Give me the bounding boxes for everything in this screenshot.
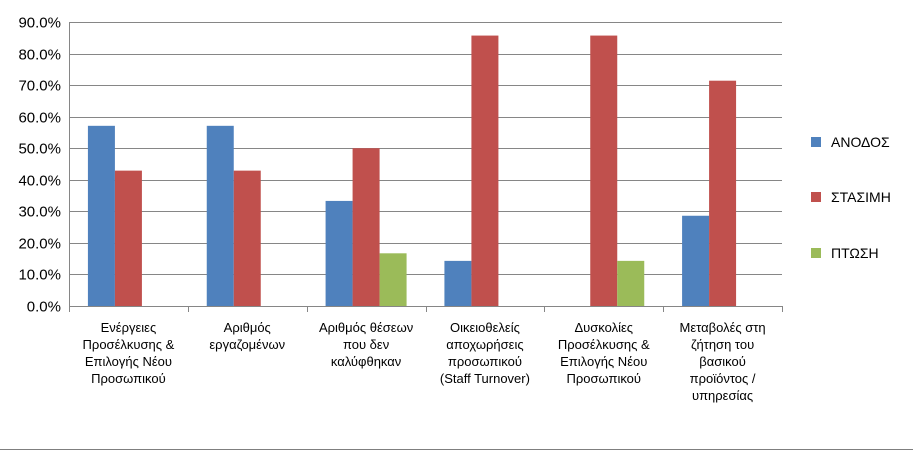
- legend-label: ΑΝΟΔΟΣ: [831, 134, 890, 150]
- legend: ΑΝΟΔΟΣ ΣΤΑΣΙΜΗ ΠΤΩΣΗ: [811, 134, 891, 261]
- bar-ανοδος: [206, 125, 234, 306]
- y-tick-label: 20.0%: [18, 236, 61, 253]
- bar-ανοδος: [87, 125, 115, 306]
- bar-στασιμη: [590, 35, 618, 307]
- bar-πτωση: [617, 260, 645, 306]
- axes: [69, 22, 783, 312]
- legend-label: ΠΤΩΣΗ: [831, 245, 879, 261]
- y-tick-label: 30.0%: [18, 204, 61, 221]
- bar-ανοδος: [682, 215, 710, 306]
- x-category-label-line: Ενέργειες: [101, 320, 157, 335]
- y-tick-label: 70.0%: [18, 78, 61, 95]
- legend-label: ΣΤΑΣΙΜΗ: [831, 189, 891, 205]
- bars: [87, 35, 737, 307]
- x-category-label-line: Αριθμός: [224, 320, 271, 335]
- bar-στασιμη: [709, 80, 737, 307]
- y-tick-label: 60.0%: [18, 110, 61, 127]
- gridlines: [69, 22, 782, 275]
- x-category-label-line: προσωπικού: [448, 354, 522, 369]
- y-tick-label: 10.0%: [18, 267, 61, 284]
- x-category-label-line: ζήτηση του: [691, 337, 754, 352]
- x-category-label-line: Επιλογής Νέου: [560, 354, 647, 369]
- x-category-label-line: Προσωπικού: [566, 371, 641, 386]
- x-category-label-line: που δεν: [343, 337, 389, 352]
- x-category-label-line: βασικού: [699, 354, 746, 369]
- x-category-label-line: Προσωπικού: [91, 371, 166, 386]
- x-category-label-line: υπηρεσίας: [692, 388, 753, 403]
- x-category-label-line: (Staff Turnover): [440, 371, 530, 386]
- bar-πτωση: [379, 253, 407, 306]
- y-tick-label: 80.0%: [18, 47, 61, 64]
- x-category-label-line: Προσέλκυσης &: [558, 337, 650, 352]
- x-category-label-line: Αριθμός θέσεων: [319, 320, 413, 335]
- bar-στασιμη: [352, 148, 380, 306]
- x-axis-category-labels: Ενέργειες Προσέλκυσης & Επιλογής Νέου Προσω…: [83, 320, 766, 403]
- y-tick-label: 90.0%: [18, 15, 61, 32]
- x-category-label: Μεταβολές στη ζήτηση του βασικού προϊόντος …: [680, 320, 766, 403]
- bottom-border: [0, 449, 913, 450]
- x-category-label-line: Δυσκολίες: [574, 320, 633, 335]
- x-category-label-line: καλύφθηκαν: [331, 354, 401, 369]
- x-category-label: Αριθμός εργαζομένων: [209, 320, 285, 352]
- y-tick-label: 0.0%: [27, 299, 61, 316]
- legend-swatch-στασιμη: [811, 192, 821, 202]
- x-category-label-line: αποχωρήσεις: [446, 337, 523, 352]
- x-category-label-line: Μεταβολές στη: [680, 320, 766, 335]
- x-category-label-line: Οικειοθελείς: [450, 320, 520, 335]
- bar-στασιμη: [114, 170, 142, 306]
- x-category-label: Αριθμός θέσεων που δεν καλύφθηκαν: [319, 320, 413, 369]
- x-category-label-line: Επιλογής Νέου: [85, 354, 172, 369]
- x-category-label: Δυσκολίες Προσέλκυσης & Επιλογής Νέου Προσω…: [558, 320, 650, 386]
- y-tick-label: 40.0%: [18, 173, 61, 190]
- bar-ανοδος: [325, 200, 353, 306]
- legend-swatch-ανοδος: [811, 137, 821, 147]
- x-category-label-line: εργαζομένων: [209, 337, 285, 352]
- x-category-label-line: Προσέλκυσης &: [83, 337, 175, 352]
- y-axis-tick-labels: 0.0% 10.0% 20.0% 30.0% 40.0% 50.0% 60.0% 70.0% 8…: [18, 15, 61, 316]
- bar-στασιμη: [471, 35, 499, 307]
- x-category-label: Οικειοθελείς αποχωρήσεις προσωπικού (Staff …: [440, 320, 530, 386]
- legend-swatch-πτωση: [811, 248, 821, 258]
- bar-στασιμη: [233, 170, 261, 306]
- x-category-label-line: προϊόντος /: [690, 371, 756, 386]
- y-tick-label: 50.0%: [18, 141, 61, 158]
- bar-ανοδος: [444, 260, 472, 306]
- x-category-label: Ενέργειες Προσέλκυσης & Επιλογής Νέου Προσω…: [83, 320, 175, 386]
